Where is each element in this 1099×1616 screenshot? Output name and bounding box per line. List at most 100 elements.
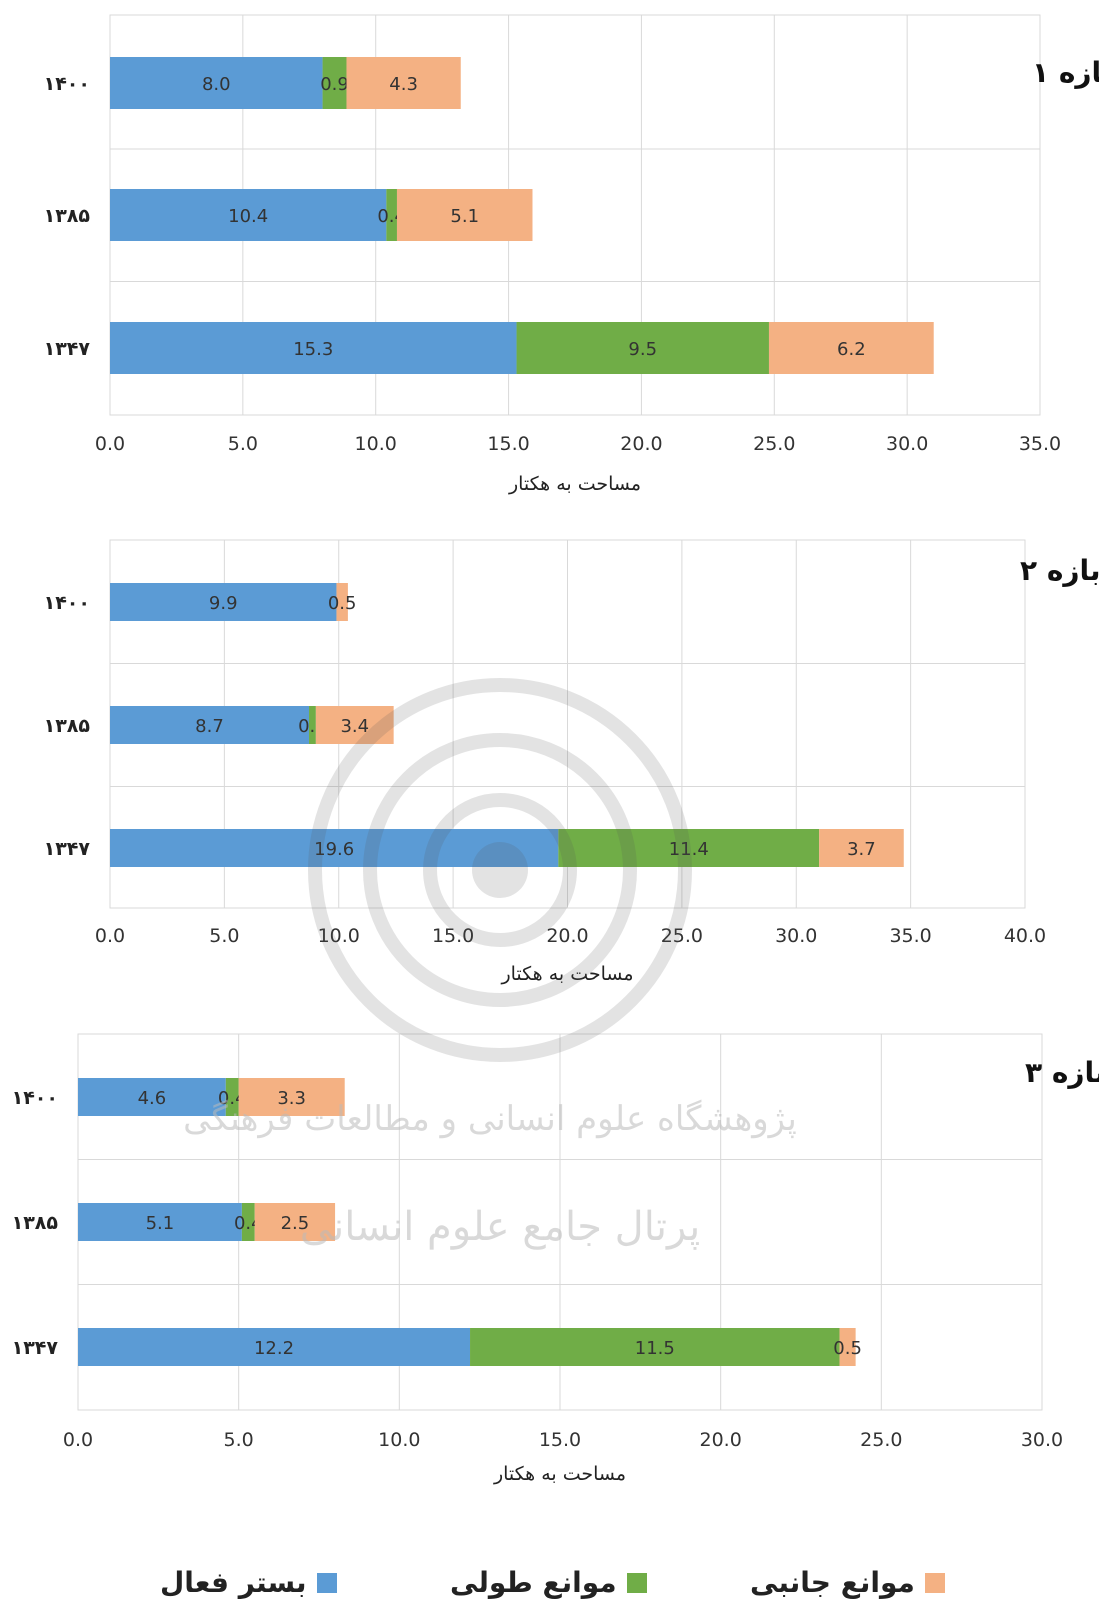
watermark-line-1: پژوهشگاه علوم انسانی و مطالعات فرهنگی <box>183 1099 797 1139</box>
chart-1-bar-segment <box>396 189 533 241</box>
chart-1-data-label: 4.3 <box>389 74 418 95</box>
chart-3-xtick-label: 15.0 <box>539 1429 581 1451</box>
legend-swatch-longitudinal <box>626 1572 647 1593</box>
chart-2-bar-segment <box>558 829 820 867</box>
chart-1-bar-segment <box>346 57 461 109</box>
chart-2-xtick-label: 40.0 <box>1004 925 1046 947</box>
chart-2-data-label: 9.9 <box>209 593 238 614</box>
chart-1-xtick-label: 20.0 <box>620 433 662 455</box>
chart-3-xtick-label: 30.0 <box>1021 1429 1063 1451</box>
chart-2-bar-segment <box>110 829 559 867</box>
chart-2-bar-segment <box>110 583 337 621</box>
chart-1-bar-segment <box>110 322 517 374</box>
chart-2-xtick-label: 20.0 <box>546 925 588 947</box>
chart-3-xtick-label: 20.0 <box>700 1429 742 1451</box>
chart-2-category-label: ۱۳۸۵ <box>44 715 91 737</box>
chart-2-category-label: ۱۴۰۰ <box>44 592 90 614</box>
legend-swatch-active-bed <box>316 1572 337 1593</box>
chart-2-bar-segment <box>309 706 316 744</box>
chart-1-bar-segment <box>110 57 323 109</box>
chart-3-x-axis-label: مساحت به هکتار <box>493 1463 626 1485</box>
legend-label-longitudinal: موانع طولی <box>450 1566 617 1599</box>
chart-3-data-label: 5.1 <box>146 1213 175 1234</box>
chart-3-xtick-label: 25.0 <box>860 1429 902 1451</box>
chart-1-xtick-label: 15.0 <box>487 433 529 455</box>
chart-2-bar-segment <box>336 583 348 621</box>
chart-1-data-label: 0.9 <box>320 74 349 95</box>
legend-label-lateral: موانع جانبی <box>750 1566 915 1599</box>
chart-3-title: ج) بازه ۳ <box>1025 1056 1099 1090</box>
chart-3-bar-segment <box>78 1203 242 1241</box>
chart-2-bar-segment <box>110 706 310 744</box>
chart-2-xtick-label: 30.0 <box>775 925 817 947</box>
chart-3-category-label: ۱۳۴۷ <box>12 1337 59 1359</box>
chart-1-category-label: ۱۳۴۷ <box>44 338 91 360</box>
chart-3-bar-segment <box>78 1078 226 1116</box>
chart-3-data-label: 2.5 <box>281 1213 310 1234</box>
chart-2-title: ب) بازه ۲ <box>1020 554 1099 587</box>
chart-2-bar-segment <box>315 706 394 744</box>
chart-1-x-axis-label: مساحت به هکتار <box>508 473 641 495</box>
legend: بستر فعال موانع طولی موانع جانبی <box>0 1560 1099 1616</box>
chart-2-data-label: 19.6 <box>314 839 354 860</box>
chart-2-x-axis-label: مساحت به هکتار <box>500 963 633 985</box>
watermark-line-2: پرتال جامع علوم انسانی <box>300 1204 701 1250</box>
chart-3-bar-segment <box>225 1078 239 1116</box>
chart-1-data-label: 5.1 <box>450 206 479 227</box>
watermark-emblem-icon <box>308 678 692 1062</box>
chart-1-data-label: 6.2 <box>837 339 866 360</box>
chart-1-xtick-label: 30.0 <box>886 433 928 455</box>
chart-1-xtick-label: 0.0 <box>95 433 125 455</box>
chart-3-data-label: 11.5 <box>635 1338 675 1359</box>
chart-3-category-label: ۱۳۸۵ <box>12 1212 59 1234</box>
chart-2-category-label: ۱۳۴۷ <box>44 838 91 860</box>
chart-1-xtick-label: 5.0 <box>228 433 258 455</box>
chart-3-category-label: ۱۴۰۰ <box>12 1087 58 1109</box>
chart-1-data-label: 9.5 <box>628 339 657 360</box>
chart-1-bar-segment <box>322 57 347 109</box>
legend-item-active-bed: بستر فعال <box>160 1566 337 1599</box>
chart-3-bar-segment <box>839 1328 856 1366</box>
chart-2-xtick-label: 15.0 <box>432 925 474 947</box>
chart-1-bar-segment <box>516 322 769 374</box>
chart-2-data-label: 0.5 <box>328 593 357 614</box>
legend-item-longitudinal: موانع طولی <box>450 1566 647 1599</box>
chart-3-bar-segment <box>241 1203 255 1241</box>
chart-3-data-label: 0.5 <box>833 1338 862 1359</box>
charts-canvas: 0.0 5.0 10.0 15.0 20.0 25.0 30.0 35.0 8.0 0.9 4.3 ۱… <box>12 14 1099 1485</box>
chart-3-data-label: 3.3 <box>277 1088 306 1109</box>
chart-2-xtick-label: 5.0 <box>209 925 239 947</box>
chart-2-xtick-label: 10.0 <box>318 925 360 947</box>
chart-1-bar-segment <box>386 189 397 241</box>
chart-1-data-label: 15.3 <box>293 339 333 360</box>
chart-1-data-label: 10.4 <box>228 206 268 227</box>
chart-1-xtick-label: 25.0 <box>753 433 795 455</box>
chart-2-xtick-label: 35.0 <box>889 925 931 947</box>
chart-1-title: الف) بازه ۱ <box>1032 56 1099 89</box>
chart-3-xtick-label: 10.0 <box>378 1429 420 1451</box>
chart-3-bar-segment <box>470 1328 840 1366</box>
chart-1-data-label: 8.0 <box>202 74 231 95</box>
chart-1-category-label: ۱۳۸۵ <box>44 205 91 227</box>
chart-3-data-label: 12.2 <box>254 1338 294 1359</box>
legend-swatch-lateral <box>924 1572 945 1593</box>
chart-2-data-label: 3.7 <box>847 839 876 860</box>
chart-1-xtick-label: 10.0 <box>355 433 397 455</box>
chart-3-bar-segment <box>238 1078 345 1116</box>
chart-3-bar-segment <box>78 1328 471 1366</box>
chart-1-category-label: ۱۴۰۰ <box>44 73 90 95</box>
chart-2-data-label: 3.4 <box>340 716 369 737</box>
chart-3-xtick-label: 0.0 <box>63 1429 93 1451</box>
chart-3-data-label: 4.6 <box>138 1088 167 1109</box>
chart-1-bar-segment <box>768 322 934 374</box>
chart-2-bar-segment <box>819 829 904 867</box>
chart-3-bar-segment <box>254 1203 336 1241</box>
chart-2-data-label: 11.4 <box>669 839 709 860</box>
chart-1-bar-segment <box>110 189 387 241</box>
chart-3-xtick-label: 5.0 <box>224 1429 254 1451</box>
legend-item-lateral: موانع جانبی <box>750 1566 945 1599</box>
legend-label-active-bed: بستر فعال <box>160 1566 307 1599</box>
chart-2-xtick-label: 25.0 <box>661 925 703 947</box>
chart-2-data-label: 8.7 <box>195 716 224 737</box>
chart-2-xtick-label: 0.0 <box>95 925 125 947</box>
